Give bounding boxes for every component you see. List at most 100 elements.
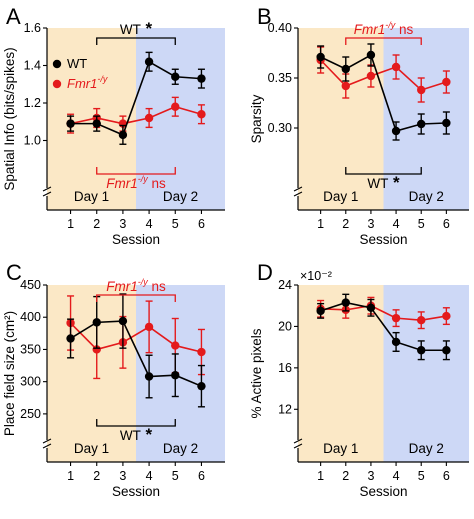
day1-shade bbox=[47, 285, 136, 462]
y-tick-label: 450 bbox=[20, 278, 41, 292]
y-multiplier-label: ×10⁻² bbox=[300, 269, 332, 283]
data-point bbox=[144, 57, 154, 66]
legend-label-wt: WT bbox=[67, 56, 87, 71]
data-point bbox=[341, 298, 350, 307]
day1-label: Day 1 bbox=[74, 189, 109, 204]
x-axis-label: Session bbox=[112, 232, 160, 247]
x-tick-label: 2 bbox=[342, 217, 349, 231]
series-line-fmr1 bbox=[69, 322, 202, 353]
panel-letter: C bbox=[6, 260, 22, 285]
data-point bbox=[366, 303, 376, 312]
x-axis-label: Session bbox=[112, 484, 160, 499]
significance-bracket bbox=[345, 37, 422, 45]
y-tick-label: 1.6 bbox=[24, 21, 41, 35]
y-tick-label: 0.30 bbox=[268, 121, 292, 135]
data-point bbox=[391, 62, 401, 72]
day2-shade bbox=[383, 28, 469, 210]
data-point bbox=[92, 345, 101, 354]
x-tick-label: 1 bbox=[67, 217, 74, 231]
panel-a: Day 1 Day 2 1.0 1.2 1.4 1.6 1 2 3 4 5 6 Session Spati… bbox=[2, 4, 225, 247]
x-tick-label: 2 bbox=[342, 469, 349, 483]
y-axis-label: Place field size (cm²) bbox=[2, 311, 17, 436]
data-point bbox=[92, 119, 101, 128]
x-tick-label: 2 bbox=[93, 217, 100, 231]
panel-letter: B bbox=[257, 4, 272, 29]
x-tick-label: 6 bbox=[443, 469, 450, 483]
y-tick-label: 12 bbox=[278, 402, 292, 416]
data-point bbox=[366, 50, 376, 60]
data-point bbox=[197, 110, 206, 119]
x-tick-label: 5 bbox=[172, 469, 179, 483]
x-tick-label: 1 bbox=[67, 469, 74, 483]
y-tick-label: 1.4 bbox=[24, 59, 41, 73]
data-point bbox=[341, 64, 350, 74]
data-point bbox=[92, 318, 101, 327]
x-tick-label: 5 bbox=[172, 217, 179, 231]
significance-bracket bbox=[96, 37, 176, 45]
axis-break bbox=[293, 186, 303, 197]
day2-label: Day 2 bbox=[409, 441, 444, 456]
bracket-label: Fmr1-/y ns bbox=[354, 20, 414, 37]
data-point bbox=[171, 371, 180, 380]
y-axis-label: Sparsity bbox=[249, 94, 264, 143]
x-tick-label: 4 bbox=[393, 469, 400, 483]
data-point bbox=[144, 322, 154, 332]
data-point bbox=[197, 347, 206, 357]
legend-marker-fmr1 bbox=[52, 79, 62, 89]
bracket-label: WT * bbox=[367, 173, 400, 192]
data-point bbox=[442, 346, 451, 355]
data-point bbox=[366, 71, 376, 81]
x-tick-label: 4 bbox=[393, 217, 400, 231]
data-point bbox=[197, 381, 206, 391]
y-tick-label: 20 bbox=[278, 319, 292, 333]
day1-label: Day 1 bbox=[74, 441, 109, 456]
y-tick-label: 350 bbox=[20, 342, 41, 356]
x-tick-label: 4 bbox=[146, 469, 153, 483]
data-point bbox=[442, 77, 451, 87]
x-tick-label: 5 bbox=[418, 469, 425, 483]
data-point bbox=[391, 126, 401, 136]
day2-label: Day 2 bbox=[163, 189, 198, 204]
data-point bbox=[442, 118, 451, 128]
axis-break bbox=[293, 438, 303, 449]
data-point bbox=[417, 346, 426, 355]
x-tick-label: 4 bbox=[146, 217, 153, 231]
series-line-wt bbox=[70, 320, 202, 387]
data-point bbox=[316, 52, 325, 62]
legend-marker-wt bbox=[52, 59, 62, 69]
day2-label: Day 2 bbox=[409, 189, 444, 204]
data-point bbox=[171, 72, 180, 81]
x-tick-label: 1 bbox=[317, 217, 324, 231]
x-tick-label: 6 bbox=[198, 217, 205, 231]
x-tick-label: 6 bbox=[198, 469, 205, 483]
data-point bbox=[391, 313, 401, 323]
data-point bbox=[144, 372, 154, 381]
data-point bbox=[171, 341, 180, 350]
y-axis-label: % Active pixels bbox=[249, 328, 264, 418]
x-tick-label: 3 bbox=[119, 469, 126, 483]
y-axis-label: Spatial Info (bits/spikes) bbox=[2, 47, 17, 190]
series-line-fmr1 bbox=[320, 59, 447, 91]
data-point bbox=[66, 119, 75, 128]
axis-break bbox=[42, 438, 52, 449]
y-tick-label: 300 bbox=[20, 375, 41, 389]
y-tick-label: 16 bbox=[278, 361, 292, 375]
bracket-label: Fmr1-/y ns bbox=[106, 277, 166, 294]
y-tick-label: 0.35 bbox=[268, 71, 292, 85]
y-tick-label: 24 bbox=[278, 278, 292, 292]
y-tick-label: 250 bbox=[20, 407, 41, 421]
significance-bracket bbox=[96, 294, 176, 302]
x-tick-label: 6 bbox=[443, 217, 450, 231]
data-point bbox=[417, 316, 426, 325]
axis-break bbox=[42, 186, 52, 197]
y-tick-label: 1.2 bbox=[24, 96, 41, 110]
x-tick-label: 5 bbox=[418, 217, 425, 231]
day1-label: Day 1 bbox=[323, 441, 358, 456]
series-line-wt bbox=[70, 60, 202, 136]
data-point bbox=[417, 85, 426, 95]
y-tick-label: 0.40 bbox=[268, 21, 292, 35]
bracket-label: WT * bbox=[120, 19, 153, 38]
panel-b: Day 1 Day 2 0.30 0.35 0.40 1 2 3 4 5 6 Session Spars… bbox=[249, 4, 469, 247]
